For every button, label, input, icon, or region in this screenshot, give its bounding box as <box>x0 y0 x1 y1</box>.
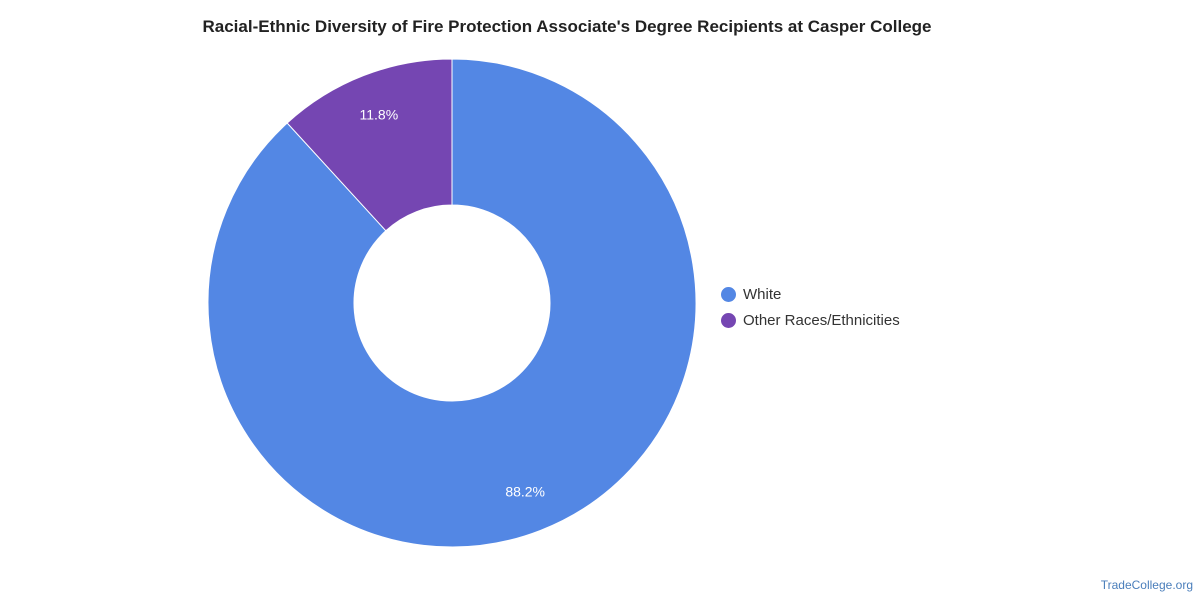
legend-item-other[interactable]: Other Races/Ethnicities <box>721 307 900 333</box>
legend-swatch-other <box>721 312 736 328</box>
chart-title: Racial-Ethnic Diversity of Fire Protecti… <box>202 17 932 36</box>
watermark-link[interactable]: TradeCollege.org <box>1100 578 1193 592</box>
slice-label-1: 11.8% <box>359 107 398 123</box>
chart-legend: White Other Races/Ethnicities <box>721 281 900 333</box>
legend-label-other: Other Races/Ethnicities <box>743 311 900 329</box>
slice-label-0: 88.2% <box>505 483 545 499</box>
legend-label-white: White <box>743 285 782 303</box>
legend-item-white[interactable]: White <box>721 281 900 307</box>
slice-white[interactable] <box>207 58 697 548</box>
slice-other-races-ethnicities[interactable] <box>286 58 453 232</box>
legend-swatch-white <box>721 286 736 302</box>
